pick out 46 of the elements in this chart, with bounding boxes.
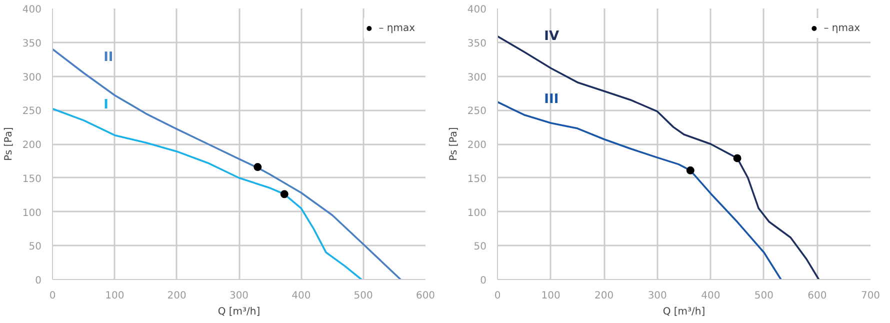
- x-tick-label: 600: [416, 290, 436, 302]
- x-tick-label: 200: [594, 290, 614, 302]
- x-tick-label: 400: [701, 290, 720, 302]
- legend-label: – ηmax: [824, 22, 860, 34]
- x-tick-label: 300: [648, 290, 667, 302]
- series-label: IV: [544, 28, 560, 44]
- x-tick-label: 0: [494, 290, 501, 302]
- y-tick-label: 150: [22, 174, 42, 185]
- y-tick-label: 150: [467, 174, 487, 185]
- x-axis-title: Q [m³/h]: [218, 306, 260, 318]
- x-tick-label: 500: [354, 290, 373, 302]
- x-tick-label: 100: [541, 290, 560, 302]
- series-label: I: [104, 97, 108, 112]
- y-tick-label: 200: [22, 140, 42, 151]
- y-tick-label: 50: [474, 242, 487, 253]
- series-label: III: [544, 92, 559, 107]
- y-tick-label: 350: [467, 38, 487, 50]
- y-tick-label: 0: [480, 276, 487, 286]
- y-tick-label: 400: [22, 4, 42, 16]
- y-tick-label: 100: [22, 208, 42, 219]
- y-axis-title: Ps [Pa]: [3, 127, 14, 161]
- y-axis-title: Ps [Pa]: [448, 127, 460, 161]
- y-tick-label: 350: [22, 38, 42, 50]
- line-series: [52, 48, 402, 280]
- y-tick-label: 250: [467, 106, 487, 118]
- y-tick-label: 400: [467, 4, 487, 16]
- x-tick-label: 400: [292, 290, 311, 302]
- y-tick-label: 300: [467, 72, 487, 84]
- x-tick-label: 500: [754, 290, 774, 302]
- y-tick-label: 250: [22, 106, 42, 118]
- line-series: [498, 101, 782, 280]
- y-tick-label: 0: [35, 276, 42, 286]
- line-series: [52, 108, 362, 280]
- y-tick-label: 300: [22, 72, 42, 84]
- x-tick-label: 700: [860, 290, 880, 302]
- x-tick-label: 100: [105, 290, 124, 302]
- x-axis-title: Q [m³/h]: [662, 306, 706, 318]
- legend-label: – ηmax: [378, 22, 415, 34]
- y-tick-label: 100: [467, 208, 487, 219]
- y-tick-label: 200: [467, 140, 487, 151]
- x-tick-label: 300: [229, 290, 249, 302]
- x-tick-label: 0: [49, 290, 56, 302]
- x-tick-label: 200: [167, 290, 186, 302]
- series-label: II: [104, 50, 114, 65]
- x-tick-label: 600: [808, 290, 827, 302]
- y-tick-label: 50: [28, 242, 42, 253]
